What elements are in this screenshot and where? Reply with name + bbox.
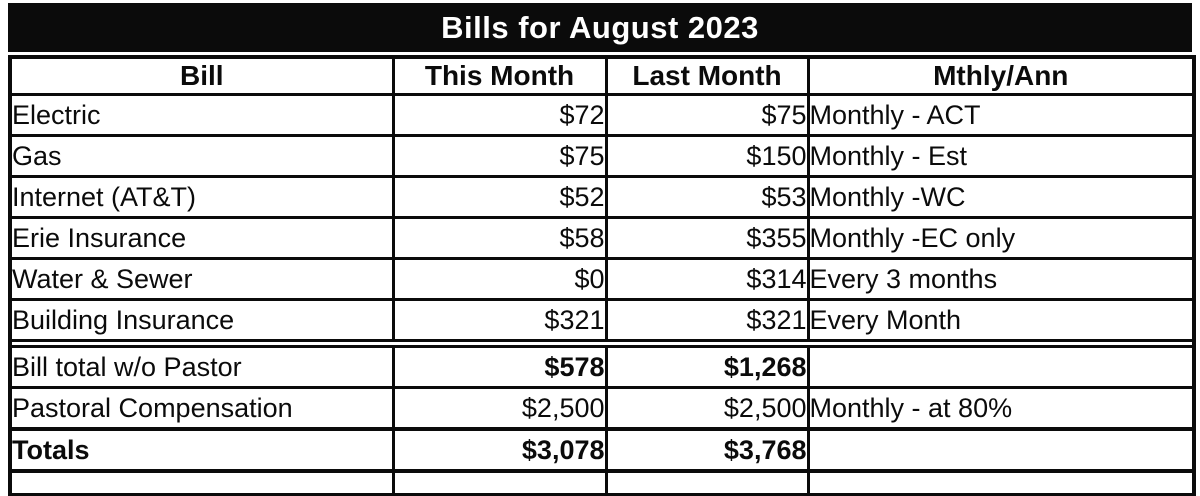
schedule-cell: Monthly -EC only bbox=[806, 216, 1196, 260]
schedule-cell bbox=[806, 345, 1196, 389]
table-title: Bills for August 2023 bbox=[441, 9, 759, 45]
section-separator bbox=[8, 339, 1196, 348]
table-title-bar: Bills for August 2023 bbox=[8, 3, 1192, 52]
bill-name-cell: Building Insurance bbox=[8, 298, 395, 342]
header-row: Bill This Month Last Month Mthly/Ann bbox=[8, 55, 1196, 96]
schedule-cell: Every 3 months bbox=[806, 257, 1196, 301]
bill-name-cell: Water & Sewer bbox=[8, 257, 395, 301]
table-row: Water & Sewer $0 $314 Every 3 months bbox=[8, 257, 1196, 301]
schedule-cell: Every Month bbox=[806, 298, 1196, 342]
schedule-cell: Monthly - Est bbox=[806, 134, 1196, 178]
partial-cell bbox=[806, 469, 1196, 495]
bill-name-cell: Pastoral Compensation bbox=[8, 386, 395, 431]
bill-name-cell: Bill total w/o Pastor bbox=[8, 345, 395, 389]
bill-name-cell: Erie Insurance bbox=[8, 216, 395, 260]
partial-cell bbox=[8, 469, 395, 495]
this-month-cell: $3,078 bbox=[391, 427, 608, 473]
column-header-mthly-ann: Mthly/Ann bbox=[806, 55, 1196, 96]
bill-name-cell: Electric bbox=[8, 93, 395, 137]
table-row: Totals $3,078 $3,768 bbox=[8, 427, 1196, 473]
last-month-cell: $3,768 bbox=[604, 427, 810, 473]
bill-name-cell: Totals bbox=[8, 427, 395, 473]
table-row: Bill total w/o Pastor $578 $1,268 bbox=[8, 345, 1196, 389]
bills-sheet: Bills for August 2023 Bill This Month La… bbox=[8, 3, 1196, 496]
table-row: Erie Insurance $58 $355 Monthly -EC only bbox=[8, 216, 1196, 260]
last-month-cell: $355 bbox=[604, 216, 810, 260]
last-month-cell: $150 bbox=[604, 134, 810, 178]
partial-next-row bbox=[8, 469, 1196, 495]
bills-table: Bill This Month Last Month Mthly/Ann Ele… bbox=[8, 55, 1196, 496]
last-month-cell: $53 bbox=[604, 175, 810, 219]
table-row: Building Insurance $321 $321 Every Month bbox=[8, 298, 1196, 342]
this-month-cell: $2,500 bbox=[391, 386, 608, 431]
schedule-cell bbox=[806, 427, 1196, 473]
column-header-this-month: This Month bbox=[391, 55, 608, 96]
bill-name-cell: Internet (AT&T) bbox=[8, 175, 395, 219]
table-row: Internet (AT&T) $52 $53 Monthly -WC bbox=[8, 175, 1196, 219]
section-separator-line bbox=[8, 339, 1196, 348]
last-month-cell: $75 bbox=[604, 93, 810, 137]
bills-table-body: Electric $72 $75 Monthly - ACT Gas $75 $150 Mon… bbox=[8, 93, 1196, 495]
this-month-cell: $0 bbox=[391, 257, 608, 301]
last-month-cell: $2,500 bbox=[604, 386, 810, 431]
last-month-cell: $314 bbox=[604, 257, 810, 301]
this-month-cell: $321 bbox=[391, 298, 608, 342]
bill-name-cell: Gas bbox=[8, 134, 395, 178]
this-month-cell: $75 bbox=[391, 134, 608, 178]
last-month-cell: $321 bbox=[604, 298, 810, 342]
schedule-cell: Monthly -WC bbox=[806, 175, 1196, 219]
last-month-cell: $1,268 bbox=[604, 345, 810, 389]
table-row: Gas $75 $150 Monthly - Est bbox=[8, 134, 1196, 178]
bills-table-header: Bill This Month Last Month Mthly/Ann bbox=[8, 55, 1196, 96]
this-month-cell: $72 bbox=[391, 93, 608, 137]
this-month-cell: $52 bbox=[391, 175, 608, 219]
schedule-cell: Monthly - ACT bbox=[806, 93, 1196, 137]
partial-cell bbox=[604, 469, 810, 495]
column-header-last-month: Last Month bbox=[604, 55, 810, 96]
table-row: Pastoral Compensation $2,500 $2,500 Monthly… bbox=[8, 386, 1196, 431]
partial-cell bbox=[391, 469, 608, 495]
schedule-cell: Monthly - at 80% bbox=[806, 386, 1196, 431]
this-month-cell: $578 bbox=[391, 345, 608, 389]
column-header-bill: Bill bbox=[8, 55, 395, 96]
table-row: Electric $72 $75 Monthly - ACT bbox=[8, 93, 1196, 137]
this-month-cell: $58 bbox=[391, 216, 608, 260]
